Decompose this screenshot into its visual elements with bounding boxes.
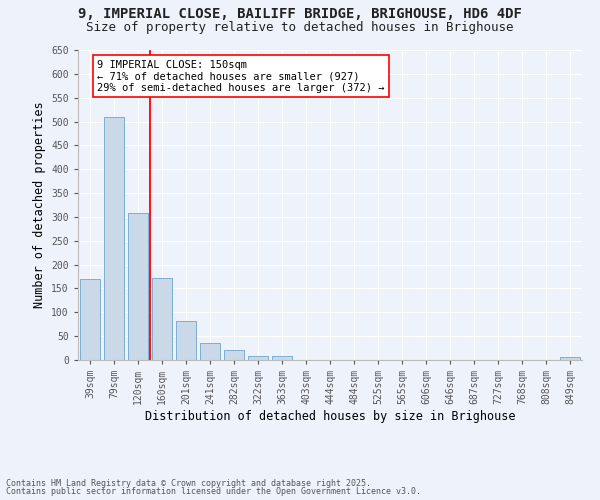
Y-axis label: Number of detached properties: Number of detached properties xyxy=(33,102,46,308)
Text: 9, IMPERIAL CLOSE, BAILIFF BRIDGE, BRIGHOUSE, HD6 4DF: 9, IMPERIAL CLOSE, BAILIFF BRIDGE, BRIGH… xyxy=(78,8,522,22)
Bar xyxy=(272,356,292,360)
Bar xyxy=(104,117,124,360)
Text: 9 IMPERIAL CLOSE: 150sqm
← 71% of detached houses are smaller (927)
29% of semi-: 9 IMPERIAL CLOSE: 150sqm ← 71% of detach… xyxy=(97,60,385,92)
Bar xyxy=(152,278,172,360)
Bar xyxy=(224,350,244,360)
Bar xyxy=(200,344,220,360)
Bar xyxy=(176,321,196,360)
X-axis label: Distribution of detached houses by size in Brighouse: Distribution of detached houses by size … xyxy=(145,410,515,423)
Bar xyxy=(248,356,268,360)
Text: Contains public sector information licensed under the Open Government Licence v3: Contains public sector information licen… xyxy=(6,487,421,496)
Text: Contains HM Land Registry data © Crown copyright and database right 2025.: Contains HM Land Registry data © Crown c… xyxy=(6,478,371,488)
Text: Size of property relative to detached houses in Brighouse: Size of property relative to detached ho… xyxy=(86,21,514,34)
Bar xyxy=(560,356,580,360)
Bar xyxy=(128,213,148,360)
Bar xyxy=(80,279,100,360)
